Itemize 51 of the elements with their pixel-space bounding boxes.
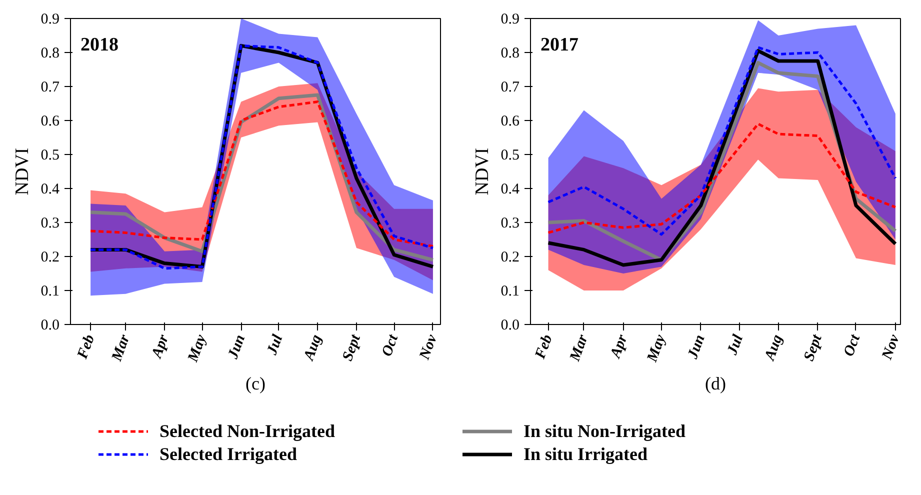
x-tick-label: Nov [416,332,441,363]
legend-label: In situ Irrigated [524,444,649,464]
y-tick-label: 0.4 [500,182,520,198]
text: (c) [246,374,266,394]
y-tick-label: 0.3 [40,216,60,232]
y-axis-title: NDVI [472,148,493,196]
x-tick-label: Sept [340,332,364,364]
text: 2018 [80,34,118,56]
x-tick-label: Oct [379,332,402,359]
y-tick-label: 0.0 [40,318,60,334]
y-tick-label: 0.7 [500,80,520,96]
y-tick-label: 0.8 [500,46,520,62]
y-tick-label: 0.9 [40,12,60,28]
legend-label: Selected Irrigated [160,444,298,464]
x-tick-label: Feb [532,332,556,362]
x-tick-label: Jul [724,332,747,358]
text: (d) [705,374,726,394]
y-tick-label: 0.8 [40,46,60,62]
y-tick-label: 0.7 [40,80,60,96]
legend-label: In situ Non-Irrigated [524,420,687,442]
x-tick-label: Oct [841,332,864,359]
x-tick-label: May [184,332,210,366]
legend-label: Selected Non-Irrigated [160,420,336,442]
y-tick-label: 0.5 [500,148,520,164]
y-tick-label: 0.2 [40,250,60,266]
y-tick-label: 0.0 [500,318,520,334]
x-tick-label: Aug [762,332,786,364]
x-tick-label: Nov [879,332,904,363]
x-tick-label: May [644,332,670,366]
y-tick-label: 0.4 [40,182,60,198]
x-tick-label: Sept [801,332,826,364]
y-tick-label: 0.6 [500,114,520,130]
x-tick-label: Apr [148,332,172,362]
y-tick-label: 0.5 [40,148,60,164]
x-tick-label: Aug [300,332,326,364]
y-tick-label: 0.1 [40,284,60,300]
y-tick-label: 0.6 [40,114,60,130]
x-tick-label: Jul [264,332,287,358]
y-tick-label: 0.3 [500,216,520,232]
y-tick-label: 0.9 [500,12,520,28]
x-tick-label: Jun [684,332,708,362]
x-tick-label: Apr [607,332,631,362]
y-axis-title: NDVI [12,148,33,196]
y-tick-label: 0.2 [500,250,520,266]
x-tick-label: Mar [566,332,592,364]
x-tick-label: Feb [74,332,98,362]
y-tick-label: 0.1 [500,284,520,300]
x-tick-label: Jun [224,332,249,362]
text: 2017 [540,34,579,56]
x-tick-label: Mar [108,332,134,364]
line-series [547,122,897,234]
